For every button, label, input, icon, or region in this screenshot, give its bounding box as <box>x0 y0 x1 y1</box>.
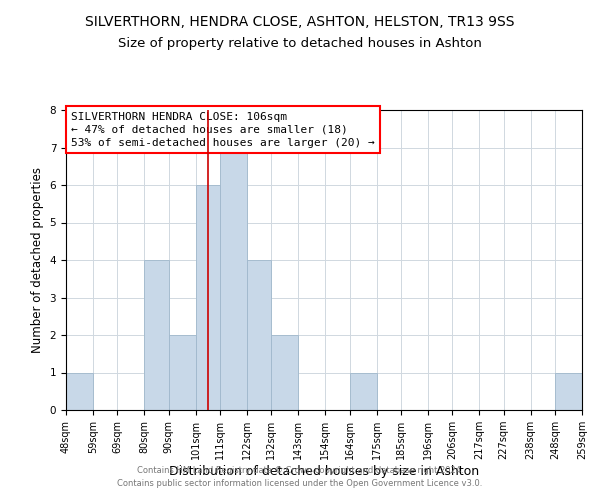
Bar <box>220 148 247 410</box>
Text: SILVERTHORN, HENDRA CLOSE, ASHTON, HELSTON, TR13 9SS: SILVERTHORN, HENDRA CLOSE, ASHTON, HELST… <box>85 15 515 29</box>
Bar <box>555 372 582 410</box>
Bar <box>247 260 271 410</box>
Bar <box>350 372 377 410</box>
Text: Size of property relative to detached houses in Ashton: Size of property relative to detached ho… <box>118 38 482 51</box>
Bar <box>271 335 298 410</box>
Bar <box>66 372 93 410</box>
X-axis label: Distribution of detached houses by size in Ashton: Distribution of detached houses by size … <box>169 465 479 478</box>
Text: Contains public sector information licensed under the Open Government Licence v3: Contains public sector information licen… <box>118 478 482 488</box>
Bar <box>196 185 220 410</box>
Bar <box>144 260 169 410</box>
Text: Contains HM Land Registry data © Crown copyright and database right 2024.: Contains HM Land Registry data © Crown c… <box>137 466 463 475</box>
Y-axis label: Number of detached properties: Number of detached properties <box>31 167 44 353</box>
Bar <box>169 335 196 410</box>
Text: SILVERTHORN HENDRA CLOSE: 106sqm
← 47% of detached houses are smaller (18)
53% o: SILVERTHORN HENDRA CLOSE: 106sqm ← 47% o… <box>71 112 375 148</box>
